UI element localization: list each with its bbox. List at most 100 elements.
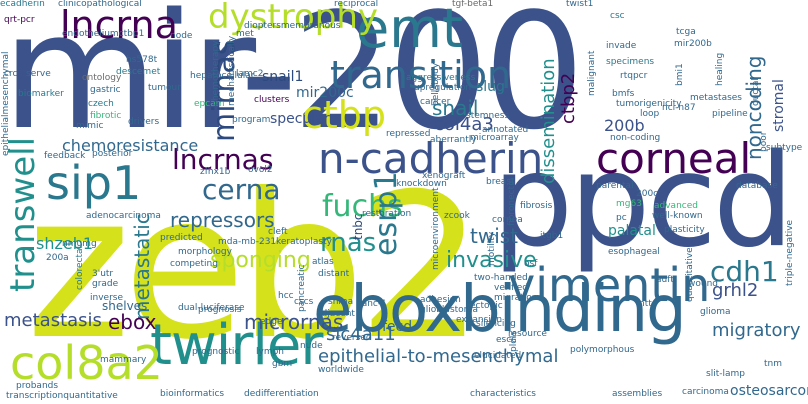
cloud-word: rtqpcr (620, 71, 648, 81)
cloud-word: slc4a11 (326, 324, 396, 345)
cloud-word: transition (330, 53, 512, 97)
cloud-word: transcriptionquantitative (6, 391, 118, 401)
cloud-word: biomarker (18, 89, 64, 99)
cloud-word: 200c (636, 189, 659, 199)
cloud-word: xenograft (422, 171, 466, 181)
cloud-word: drivers (128, 117, 160, 127)
cloud-word: shrna (328, 297, 354, 307)
cloud-word: repressed (386, 129, 431, 139)
cloud-word: inverse (90, 293, 123, 303)
cloud-word: gbm (272, 359, 293, 369)
cloud-word: palatal (608, 223, 656, 239)
cloud-word: serve (26, 69, 51, 79)
cloud-word: ctbp2 (558, 72, 579, 124)
cloud-word: epithelialmesenchymal (1, 51, 11, 156)
cloud-word: ctbp (302, 93, 387, 137)
cloud-word: lncrna (60, 3, 178, 47)
cloud-word: tumour (148, 83, 181, 93)
cloud-word: nude (300, 341, 323, 351)
cloud-word: sip1 (46, 156, 142, 210)
cloud-word: col8a2 (10, 336, 163, 390)
cloud-word: epithelial-to-mesenchymal (318, 346, 559, 367)
cloud-word: fecd (382, 319, 413, 335)
cloud-word: cancer (420, 97, 451, 107)
cloud-word: tcga (676, 27, 696, 37)
cloud-word: bioinformatics (160, 389, 225, 399)
cloud-word: restoration (362, 209, 412, 219)
cloud-word: carcinoma (682, 387, 729, 397)
cloud-word: transwell (3, 136, 43, 292)
cloud-word: assemblies (612, 389, 663, 399)
cloud-word: ovol2 (248, 165, 273, 175)
cloud-word: col4a3 (434, 114, 494, 135)
cloud-word: endotheliumctbp1 (62, 29, 145, 39)
cloud-word: clinicopathological (58, 0, 142, 9)
cloud-word: mg63 (616, 199, 642, 209)
cloud-word: healing (715, 52, 725, 86)
cloud-word: silencing (476, 319, 516, 329)
cloud-word: aberrantly (430, 135, 477, 145)
cloud-word: expansion (456, 315, 503, 325)
cloud-word: characteristics (470, 389, 536, 399)
cloud-word: metastases (690, 93, 742, 103)
cloud-word: polymorphous (570, 345, 635, 355)
cloud-word: adhesion (420, 295, 461, 305)
cloud-word: morphology (178, 247, 232, 257)
cloud-word: wound (688, 279, 718, 289)
cloud-word: mtt (636, 299, 652, 309)
cloud-word: gastric (90, 85, 121, 95)
cloud-word: emt (356, 0, 463, 60)
cloud-word: sponging (210, 248, 311, 273)
cloud-word: shzeb1 (36, 234, 94, 253)
cloud-word: slit-lamp (706, 369, 745, 379)
cloud-word: ectopic (470, 301, 503, 311)
cloud-word: migratory (712, 320, 801, 341)
cloud-word: dedifferentiation (244, 389, 319, 399)
cloud-word: triple-negative (785, 219, 795, 286)
cloud-word: shelves (102, 299, 148, 313)
cloud-word: qrt-pcr (4, 15, 35, 25)
cloud-word: bmfs (612, 89, 635, 99)
cloud-word: cscs (294, 297, 314, 307)
cloud-word: non-coding (610, 133, 661, 143)
cloud-word: loop (640, 109, 660, 119)
cloud-word: vimentin (508, 258, 711, 312)
cloud-word: malignant (587, 50, 597, 96)
cloud-word: snail (432, 96, 479, 120)
cloud-word: lncrnas (172, 143, 274, 176)
cloud-word: plasticity (664, 225, 705, 235)
cloud-word: descemet (116, 67, 161, 77)
cloud-word: slug (476, 79, 505, 95)
cloud-word: ductal (751, 78, 761, 106)
cloud-word: mir200c (296, 85, 354, 101)
cloud-word: prognosis (198, 305, 242, 315)
cloud-word: upregulation (414, 83, 472, 93)
cloud-word: microarray (470, 133, 519, 143)
cloud-word: mimic (76, 121, 104, 131)
cloud-word: rnas (320, 228, 377, 258)
cloud-word: osteosarcoma (730, 383, 808, 399)
cloud-word: zcook (444, 211, 470, 221)
cloud-word: colorectal (75, 246, 85, 290)
cloud-word: program (232, 115, 271, 125)
cloud-word: dissemination (538, 58, 559, 184)
cloud-word: migration (494, 293, 538, 303)
cloud-word: ebox (108, 310, 157, 334)
cloud-word: hcc (278, 291, 294, 301)
cloud-word: reciprocal (334, 0, 379, 9)
cloud-word: cornea (492, 215, 523, 225)
cloud-word: motility (487, 231, 497, 266)
cloud-word: probands (16, 381, 59, 391)
cloud-word: hepatocellular (190, 71, 255, 81)
cloud-word: auft (656, 275, 674, 285)
cloud-word: worldwide (318, 365, 364, 375)
cloud-word: resource (508, 329, 547, 339)
cloud-word: dystrophy (208, 0, 379, 37)
cloud-word: lamc2 (236, 69, 264, 79)
cloud-word: knockdown (396, 179, 447, 189)
cloud-word: pipeline (712, 109, 748, 119)
cloud-word: czech (88, 99, 114, 109)
cloud-word: aggressiveness (406, 73, 476, 83)
cloud-word: two-handed (474, 273, 528, 283)
